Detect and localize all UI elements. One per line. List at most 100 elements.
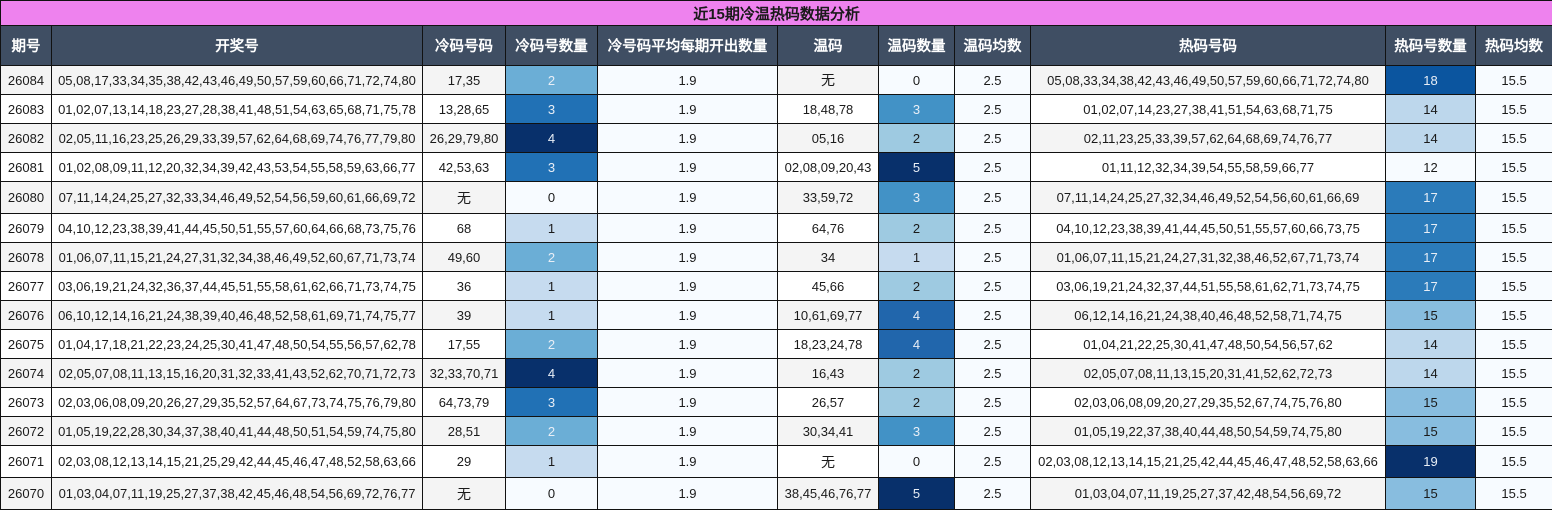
warm-count-cell: 0 — [878, 65, 955, 95]
cold-count-cell: 1 — [505, 445, 598, 478]
column-header-cold-count: 冷码号数量 — [505, 25, 598, 66]
column-header-hot-count: 热码号数量 — [1385, 25, 1476, 66]
hot-count-cell: 17 — [1385, 213, 1476, 243]
warm-average-cell: 2.5 — [954, 477, 1031, 510]
warm-average-cell: 2.5 — [954, 65, 1031, 95]
issue-cell: 26075 — [0, 329, 52, 359]
cold-average-cell: 1.9 — [597, 358, 778, 388]
warm-count-cell: 5 — [878, 477, 955, 510]
hot-numbers-cell: 02,03,06,08,09,20,27,29,35,52,67,74,75,7… — [1030, 387, 1386, 417]
issue-cell: 26074 — [0, 358, 52, 388]
draw-numbers-cell: 02,03,08,12,13,14,15,21,25,29,42,44,45,4… — [51, 445, 423, 478]
hot-count-cell: 17 — [1385, 242, 1476, 272]
issue-cell: 26073 — [0, 387, 52, 417]
table-row: 26075 01,04,17,18,21,22,23,24,25,30,41,47… — [0, 329, 1552, 359]
cold-numbers-cell: 36 — [422, 271, 506, 301]
column-header-warm-count: 温码数量 — [878, 25, 955, 66]
column-header-warm-numbers: 温码 — [777, 25, 879, 66]
table-row: 26084 05,08,17,33,34,35,38,42,43,46,49,50… — [0, 65, 1552, 95]
hot-count-cell: 15 — [1385, 477, 1476, 510]
hot-average-cell: 15.5 — [1474, 445, 1552, 478]
hot-numbers-cell: 07,11,14,24,25,27,32,34,46,49,52,54,56,6… — [1030, 181, 1386, 214]
column-header-issue: 期号 — [0, 25, 52, 66]
hot-average-cell: 15.5 — [1474, 416, 1552, 446]
hot-count-cell: 12 — [1385, 152, 1476, 182]
warm-average-cell: 2.5 — [954, 94, 1031, 124]
table-row: 26080 07,11,14,24,25,27,32,33,34,46,49,52… — [0, 181, 1552, 214]
warm-average-cell: 2.5 — [954, 416, 1031, 446]
warm-average-cell: 2.5 — [954, 300, 1031, 330]
warm-numbers-cell: 26,57 — [777, 387, 879, 417]
warm-count-cell: 0 — [878, 445, 955, 478]
hot-average-cell: 15.5 — [1474, 65, 1552, 95]
cold-count-cell: 1 — [505, 213, 598, 243]
draw-numbers-cell: 01,03,04,07,11,19,25,27,37,38,42,45,46,4… — [51, 477, 423, 510]
hot-numbers-cell: 06,12,14,16,21,24,38,40,46,48,52,58,71,7… — [1030, 300, 1386, 330]
cold-count-cell: 2 — [505, 242, 598, 272]
cold-numbers-cell: 29 — [422, 445, 506, 478]
cold-average-cell: 1.9 — [597, 271, 778, 301]
cold-average-cell: 1.9 — [597, 94, 778, 124]
issue-cell: 26078 — [0, 242, 52, 272]
warm-numbers-cell: 10,61,69,77 — [777, 300, 879, 330]
hot-numbers-cell: 02,03,08,12,13,14,15,21,25,42,44,45,46,4… — [1030, 445, 1386, 478]
warm-numbers-cell: 05,16 — [777, 123, 879, 153]
table-row: 26070 01,03,04,07,11,19,25,27,37,38,42,45… — [0, 477, 1552, 510]
cold-average-cell: 1.9 — [597, 152, 778, 182]
hot-average-cell: 15.5 — [1474, 271, 1552, 301]
warm-average-cell: 2.5 — [954, 329, 1031, 359]
cold-numbers-cell: 42,53,63 — [422, 152, 506, 182]
hot-average-cell: 15.5 — [1474, 477, 1552, 510]
draw-numbers-cell: 01,02,07,13,14,18,23,27,28,38,41,48,51,5… — [51, 94, 423, 124]
issue-cell: 26071 — [0, 445, 52, 478]
cold-numbers-cell: 64,73,79 — [422, 387, 506, 417]
issue-cell: 26072 — [0, 416, 52, 446]
issue-cell: 26083 — [0, 94, 52, 124]
cold-average-cell: 1.9 — [597, 416, 778, 446]
cold-average-cell: 1.9 — [597, 387, 778, 417]
cold-count-cell: 2 — [505, 416, 598, 446]
draw-numbers-cell: 07,11,14,24,25,27,32,33,34,46,49,52,54,5… — [51, 181, 423, 214]
column-header-draw-numbers: 开奖号 — [51, 25, 423, 66]
warm-numbers-cell: 45,66 — [777, 271, 879, 301]
cold-numbers-cell: 26,29,79,80 — [422, 123, 506, 153]
column-header-hot-average: 热码均数 — [1474, 25, 1552, 66]
cold-count-cell: 4 — [505, 123, 598, 153]
warm-count-cell: 3 — [878, 416, 955, 446]
warm-count-cell: 2 — [878, 123, 955, 153]
table-row: 26079 04,10,12,23,38,39,41,44,45,50,51,55… — [0, 213, 1552, 243]
column-header-cold-average: 冷号码平均每期开出数量 — [597, 25, 778, 66]
issue-cell: 26084 — [0, 65, 52, 95]
warm-count-cell: 2 — [878, 358, 955, 388]
hot-numbers-cell: 04,10,12,23,38,39,41,44,45,50,51,55,57,6… — [1030, 213, 1386, 243]
hot-average-cell: 15.5 — [1474, 181, 1552, 214]
warm-average-cell: 2.5 — [954, 387, 1031, 417]
draw-numbers-cell: 02,05,11,16,23,25,26,29,33,39,57,62,64,6… — [51, 123, 423, 153]
hot-numbers-cell: 01,04,21,22,25,30,41,47,48,50,54,56,57,6… — [1030, 329, 1386, 359]
issue-cell: 26070 — [0, 477, 52, 510]
cold-average-cell: 1.9 — [597, 242, 778, 272]
draw-numbers-cell: 02,03,06,08,09,20,26,27,29,35,52,57,64,6… — [51, 387, 423, 417]
table-row: 26083 01,02,07,13,14,18,23,27,28,38,41,48… — [0, 94, 1552, 124]
hot-average-cell: 15.5 — [1474, 94, 1552, 124]
column-header-hot-numbers: 热码号码 — [1030, 25, 1386, 66]
hot-count-cell: 18 — [1385, 65, 1476, 95]
cold-average-cell: 1.9 — [597, 213, 778, 243]
warm-numbers-cell: 18,23,24,78 — [777, 329, 879, 359]
hot-numbers-cell: 01,03,04,07,11,19,25,27,37,42,48,54,56,6… — [1030, 477, 1386, 510]
warm-count-cell: 2 — [878, 271, 955, 301]
hot-count-cell: 19 — [1385, 445, 1476, 478]
table-row: 26081 01,02,08,09,11,12,20,32,34,39,42,43… — [0, 152, 1552, 182]
hot-count-cell: 17 — [1385, 271, 1476, 301]
table-row: 26074 02,05,07,08,11,13,15,16,20,31,32,33… — [0, 358, 1552, 388]
table-row: 26078 01,06,07,11,15,21,24,27,31,32,34,38… — [0, 242, 1552, 272]
warm-numbers-cell: 16,43 — [777, 358, 879, 388]
draw-numbers-cell: 01,06,07,11,15,21,24,27,31,32,34,38,46,4… — [51, 242, 423, 272]
hot-average-cell: 15.5 — [1474, 242, 1552, 272]
warm-numbers-cell: 64,76 — [777, 213, 879, 243]
cold-average-cell: 1.9 — [597, 477, 778, 510]
draw-numbers-cell: 01,02,08,09,11,12,20,32,34,39,42,43,53,5… — [51, 152, 423, 182]
hot-count-cell: 15 — [1385, 416, 1476, 446]
cold-count-cell: 2 — [505, 329, 598, 359]
